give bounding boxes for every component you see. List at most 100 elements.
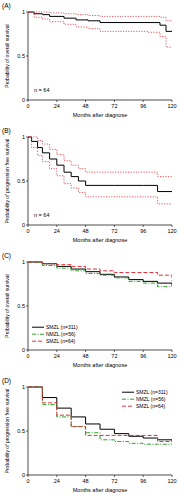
y-tick-label: 0.5: [17, 303, 25, 309]
x-tick-label: 96: [140, 353, 146, 359]
survival-curve: [28, 387, 172, 444]
x-axis: [28, 225, 172, 226]
y-tick-label: 0: [22, 347, 25, 353]
y-tick-label: 1: [22, 9, 25, 15]
x-tick-label: 0: [26, 103, 29, 109]
x-tick-label: 48: [83, 103, 89, 109]
panel: 0 24 48 72 96 120 0 0.5 1 Months after diagnose Pr…: [2, 2, 177, 118]
legend-swatch: [32, 341, 44, 342]
x-tick-label: 96: [140, 478, 146, 484]
x-tick: [56, 100, 57, 102]
x-axis-label: Months after diagnose: [73, 487, 127, 493]
plot-area: [28, 12, 172, 47]
y-tick-label: 0: [22, 97, 25, 103]
y-tick: [26, 137, 28, 138]
y-tick: [26, 387, 28, 388]
plot-area: [28, 137, 172, 204]
x-axis-label: Months after diagnose: [73, 362, 127, 368]
y-axis-label: Probability of progression free survival: [4, 389, 10, 474]
y-tick: [26, 100, 28, 101]
y-tick: [26, 225, 28, 226]
x-tick: [172, 100, 173, 102]
x-tick: [56, 225, 57, 227]
x-tick-label: 24: [54, 103, 60, 109]
y-axis-label: Probability of progression free survival: [4, 139, 10, 224]
y-tick: [26, 181, 28, 182]
x-tick: [143, 475, 144, 477]
x-axis: [28, 100, 172, 101]
x-tick: [114, 225, 115, 227]
legend-label: SMZL (n=311): [46, 324, 78, 330]
panel-label: (B): [2, 127, 11, 135]
annotation: n = 64: [34, 212, 49, 218]
y-tick-label: 0: [22, 222, 25, 228]
y-tick-label: 0: [22, 472, 25, 478]
x-tick: [172, 350, 173, 352]
legend-swatch: [122, 399, 134, 400]
survival-curve: [28, 137, 172, 177]
survival-curve: [28, 137, 172, 204]
survival-curve: [28, 12, 172, 47]
x-tick-label: 24: [54, 228, 60, 234]
y-tick-label: 1: [22, 134, 25, 140]
legend-swatch: [32, 327, 44, 328]
y-tick: [26, 475, 28, 476]
x-tick: [172, 475, 173, 477]
x-tick-label: 24: [54, 353, 60, 359]
x-tick-label: 24: [54, 478, 60, 484]
x-axis: [28, 475, 172, 476]
panel-label: (C): [2, 252, 11, 260]
legend-label: SMZL (n=64): [46, 338, 75, 344]
panel: 0 24 48 72 96 120 0 0.5 1 Months after diagnose Pr…: [2, 252, 177, 368]
x-tick: [56, 350, 57, 352]
survival-curve: [28, 262, 172, 287]
legend-label: SMZL (n=311): [136, 389, 168, 395]
x-tick-label: 0: [26, 478, 29, 484]
x-tick-label: 72: [111, 103, 117, 109]
y-tick: [26, 306, 28, 307]
legend-swatch: [32, 334, 44, 335]
x-tick-label: 96: [140, 103, 146, 109]
plot-area: [28, 387, 172, 444]
x-tick-label: 48: [83, 353, 89, 359]
x-tick: [85, 100, 86, 102]
survival-curve: [28, 137, 172, 192]
y-tick-label: 0.5: [17, 178, 25, 184]
x-tick: [114, 475, 115, 477]
x-tick: [172, 225, 173, 227]
panel-label: (D): [2, 377, 11, 385]
x-tick: [85, 475, 86, 477]
y-tick: [26, 262, 28, 263]
plot-area: [28, 262, 172, 287]
y-tick: [26, 56, 28, 57]
x-axis: [28, 350, 172, 351]
x-tick-label: 72: [111, 353, 117, 359]
survival-curve: [28, 262, 172, 286]
x-tick: [28, 100, 29, 102]
legend-swatch: [122, 392, 134, 393]
y-tick-label: 1: [22, 259, 25, 265]
legend-swatch: [122, 406, 134, 407]
x-tick-label: 72: [111, 228, 117, 234]
y-axis-label: Probability of overall survival: [4, 24, 10, 87]
x-tick-label: 120: [167, 353, 176, 359]
x-tick: [143, 225, 144, 227]
x-tick-label: 120: [167, 478, 176, 484]
figure: 0 24 48 72 96 120 0 0.5 1 Months after diagnose Pr…: [0, 0, 179, 500]
y-tick: [26, 431, 28, 432]
x-tick-label: 120: [167, 103, 176, 109]
x-axis-label: Months after diagnose: [73, 112, 127, 118]
x-tick: [114, 350, 115, 352]
survival-curve: [28, 262, 172, 281]
y-tick-label: 0.5: [17, 53, 25, 59]
y-tick-label: 0.5: [17, 428, 25, 434]
y-axis-label: Probability of overall survival: [4, 274, 10, 337]
y-tick: [26, 12, 28, 13]
x-tick-label: 48: [83, 478, 89, 484]
panel-label: (A): [2, 2, 11, 10]
x-axis-label: Months after diagnose: [73, 237, 127, 243]
x-tick-label: 96: [140, 228, 146, 234]
x-tick-label: 0: [26, 353, 29, 359]
x-tick: [114, 100, 115, 102]
x-tick-label: 48: [83, 228, 89, 234]
